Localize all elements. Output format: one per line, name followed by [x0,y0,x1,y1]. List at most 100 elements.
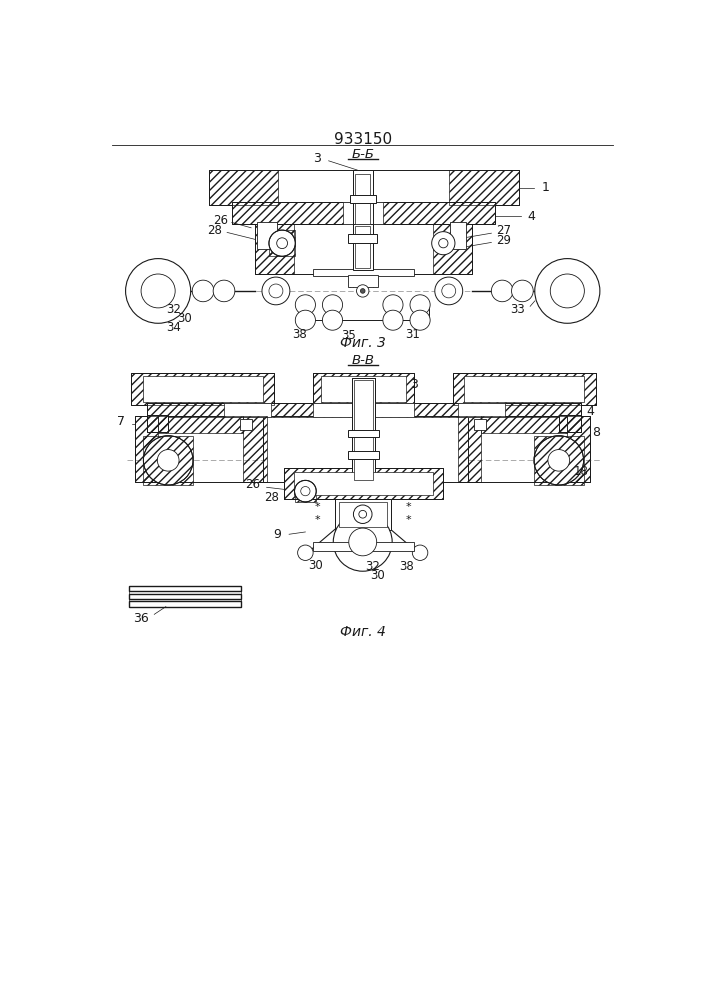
Circle shape [349,528,377,556]
Bar [255,224,472,274]
Bar [449,170,518,205]
Bar [269,230,296,256]
Bar [144,436,193,485]
Bar [313,542,414,551]
Bar [481,416,566,433]
Bar [464,376,585,402]
Circle shape [491,280,513,302]
Bar [131,373,274,405]
Bar [284,468,443,499]
Circle shape [432,232,455,255]
Bar [559,415,580,432]
Text: 26: 26 [245,478,260,491]
Bar [224,403,271,417]
Bar [129,594,241,599]
Bar [313,373,414,405]
Circle shape [359,510,367,518]
Circle shape [322,295,343,315]
Bar [135,416,267,482]
Text: 32: 32 [166,303,181,316]
Bar [146,403,580,417]
Text: Б-Б: Б-Б [351,148,374,161]
Bar [209,170,279,205]
Circle shape [361,289,365,293]
Text: Фиг. 3: Фиг. 3 [340,336,385,350]
Text: 29: 29 [496,234,511,247]
Text: 1: 1 [542,181,549,194]
Bar [452,373,596,405]
Bar [335,499,392,530]
Bar [566,416,590,482]
Bar [433,224,472,274]
Text: 31: 31 [405,328,420,341]
Text: 9: 9 [274,528,281,541]
Bar [295,480,316,502]
Circle shape [548,450,570,471]
Bar [335,499,392,530]
Bar [232,202,495,224]
Circle shape [295,480,316,502]
Text: 8: 8 [592,426,600,439]
Circle shape [356,285,369,297]
Bar [135,416,158,482]
Bar [349,195,376,203]
Circle shape [550,274,585,308]
Bar [313,403,414,417]
Circle shape [269,284,283,298]
Bar [452,373,596,405]
Bar [348,275,378,287]
Bar [534,436,583,485]
Circle shape [322,310,343,330]
Circle shape [262,277,290,305]
Circle shape [354,505,372,523]
Circle shape [438,239,448,248]
Bar [255,224,293,274]
Bar [353,224,373,270]
Circle shape [296,310,315,330]
Text: 35: 35 [341,329,356,342]
Circle shape [534,436,583,485]
Text: 30: 30 [370,569,385,582]
Bar [293,472,433,495]
Text: *: * [406,515,411,525]
Bar [348,451,379,459]
Bar [313,373,414,405]
Circle shape [192,280,214,302]
Bar [129,601,241,607]
Circle shape [298,545,313,560]
Text: *: * [314,502,320,512]
Text: 933150: 933150 [334,132,392,147]
Text: 34: 34 [166,321,181,334]
Text: 28: 28 [207,224,222,237]
Text: *: * [314,515,320,525]
Circle shape [276,238,288,249]
Circle shape [269,230,296,256]
Circle shape [333,513,392,571]
Bar [450,222,466,249]
Bar [343,202,383,224]
Bar [284,468,443,499]
Bar [355,226,370,268]
Circle shape [296,295,315,315]
Bar [263,416,468,482]
Circle shape [512,280,533,302]
Bar [243,416,267,482]
Text: 38: 38 [292,328,307,341]
Bar [352,378,375,482]
Bar [158,416,243,433]
Circle shape [435,277,462,305]
Circle shape [300,487,310,496]
Text: 4: 4 [587,405,595,418]
Circle shape [410,310,430,330]
Bar [129,586,241,591]
Bar [559,415,580,432]
Bar [474,419,486,430]
Bar [354,380,373,480]
Bar [321,376,406,402]
Bar [458,416,481,482]
Text: Фиг. 4: Фиг. 4 [340,625,385,639]
Circle shape [383,295,403,315]
Text: В-В: В-В [351,354,374,367]
Bar [339,502,387,527]
Circle shape [126,259,191,323]
